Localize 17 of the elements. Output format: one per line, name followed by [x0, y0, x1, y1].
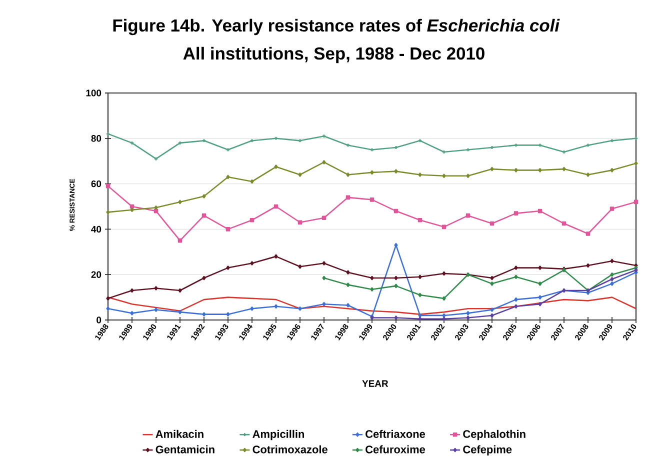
y-tick-label: 60	[91, 180, 102, 188]
legend-label: Cefepime	[463, 445, 512, 456]
legend-label: Cephalothin	[463, 430, 526, 440]
legend-label: Ceftriaxone	[366, 430, 426, 438]
y-tick-label: 80	[91, 135, 102, 142]
chart-title: Figure 14b. Yearly resistance rates of Escherichia coli	[113, 18, 560, 36]
y-tick-label: 100	[86, 90, 102, 96]
y-tick-label: 0	[96, 316, 102, 324]
legend-label: Gentamicin	[156, 445, 214, 454]
y-tick-label: 40	[91, 226, 102, 233]
legend-label: Cefuroxime	[366, 445, 426, 454]
chart-subtitle: All institutions, Sep, 1988 - Dec 2010	[183, 46, 484, 64]
legend-label: Amikacin	[156, 430, 204, 438]
legend-label: Ampicillin	[252, 430, 304, 440]
x-axis-title: YEAR	[362, 380, 388, 387]
legend-label: Cotrimoxazole	[252, 445, 328, 454]
y-tick-label: 20	[91, 271, 102, 278]
